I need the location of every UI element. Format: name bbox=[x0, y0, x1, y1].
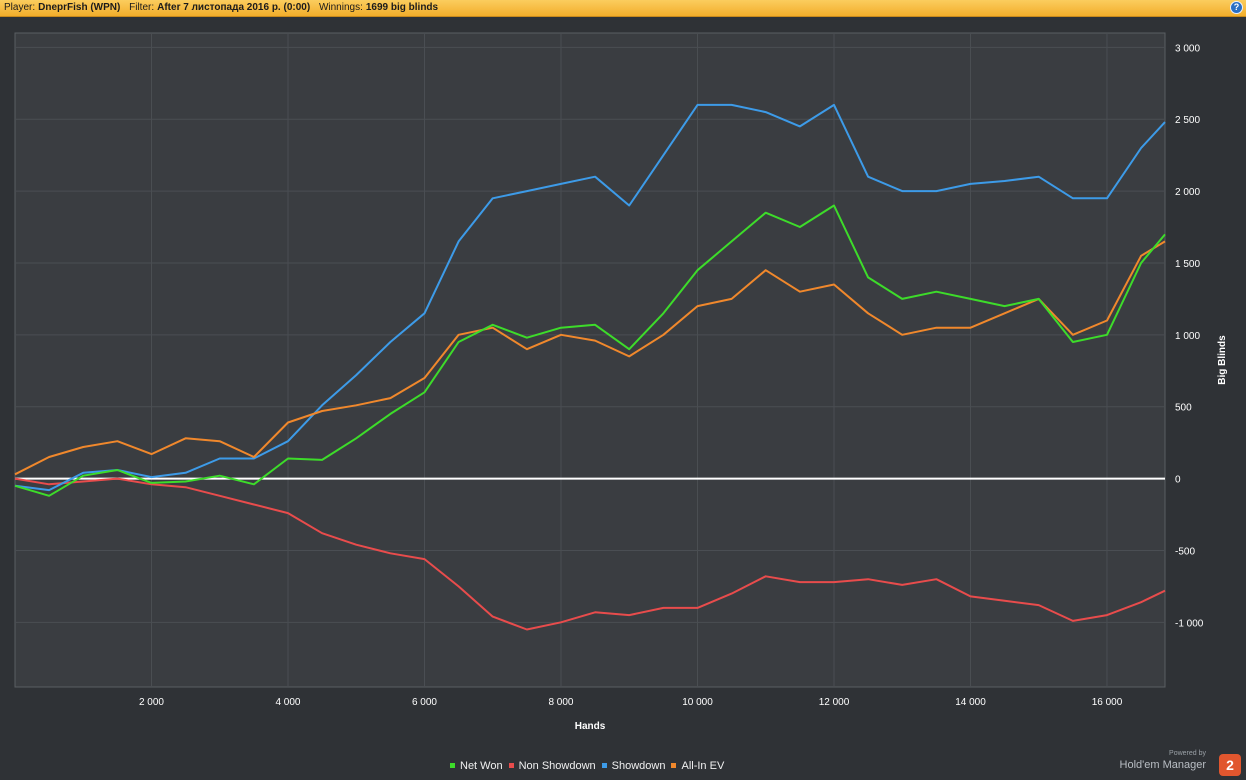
winnings-value: 1699 big blinds bbox=[365, 2, 439, 13]
x-tick-label: 6 000 bbox=[412, 697, 437, 708]
x-tick-label: 2 000 bbox=[139, 697, 164, 708]
branding: Powered by Hold'em Manager bbox=[1120, 750, 1206, 772]
player-label: Player: bbox=[4, 2, 36, 13]
series-line-all-in-ev bbox=[14, 240, 1166, 476]
y-tick-label: -500 bbox=[1175, 546, 1195, 557]
legend-item[interactable]: All-In EV bbox=[671, 760, 724, 772]
x-tick-label: 8 000 bbox=[548, 697, 573, 708]
plot-area bbox=[14, 32, 1166, 688]
legend-item[interactable]: Net Won bbox=[450, 760, 503, 772]
legend-item[interactable]: Showdown bbox=[601, 760, 666, 772]
legend-swatch bbox=[601, 763, 607, 768]
legend-label: Net Won bbox=[460, 760, 503, 772]
legend-label: All-In EV bbox=[681, 760, 725, 772]
powered-by-text: Powered by bbox=[1169, 750, 1206, 757]
x-axis-ticks: 2 000 4 000 6 000 8 000 10 000 12 000 14 000 16… bbox=[139, 697, 1123, 708]
legend-label: Non Showdown bbox=[518, 760, 596, 772]
x-tick-label: 12 000 bbox=[819, 697, 850, 708]
y-tick-label: 0 bbox=[1175, 475, 1181, 486]
player-value: DneprFish (WPN) bbox=[38, 2, 121, 13]
series-line-non-showdown bbox=[14, 477, 1166, 631]
y-tick-label: 1 500 bbox=[1175, 259, 1200, 270]
header-bar: Player: DneprFish (WPN) Filter: After 7 ли… bbox=[0, 0, 1246, 17]
winnings-label: Winnings: bbox=[318, 2, 363, 13]
legend-item[interactable]: Non Showdown bbox=[508, 760, 596, 772]
legend-swatch bbox=[450, 763, 455, 768]
y-tick-label: 2 500 bbox=[1175, 115, 1200, 126]
series-line-net-won bbox=[14, 204, 1166, 497]
x-tick-label: 10 000 bbox=[682, 697, 713, 708]
x-axis-title: Hands bbox=[575, 721, 606, 732]
legend-label: Showdown bbox=[611, 760, 666, 772]
x-tick-label: 16 000 bbox=[1092, 697, 1123, 708]
hm2-logo-icon: 2 bbox=[1219, 754, 1241, 776]
y-axis-title: Big Blinds bbox=[1217, 335, 1228, 385]
y-tick-label: -1 000 bbox=[1175, 618, 1204, 629]
y-tick-label: 1 000 bbox=[1175, 331, 1200, 342]
series-lines bbox=[14, 103, 1166, 631]
y-tick-label: 500 bbox=[1175, 403, 1192, 414]
legend: Net Won Non Showdown Showdown All-In EV bbox=[450, 760, 730, 774]
legend-swatch bbox=[508, 763, 514, 768]
filter-label: Filter: bbox=[129, 2, 155, 13]
y-tick-label: 3 000 bbox=[1175, 43, 1200, 54]
help-icon[interactable]: ? bbox=[1230, 1, 1243, 14]
legend-swatch bbox=[671, 763, 677, 768]
product-name: Hold'em Manager bbox=[1119, 759, 1206, 771]
y-tick-label: 2 000 bbox=[1175, 187, 1200, 198]
x-tick-label: 14 000 bbox=[955, 697, 986, 708]
x-tick-label: 4 000 bbox=[275, 697, 300, 708]
filter-value: After 7 листопада 2016 р. (0:00) bbox=[157, 2, 311, 13]
y-axis-ticks: 3 000 2 500 2 000 1 500 1 000 500 0 -500 -1 000 bbox=[1175, 43, 1204, 629]
series-line-showdown bbox=[14, 103, 1166, 492]
